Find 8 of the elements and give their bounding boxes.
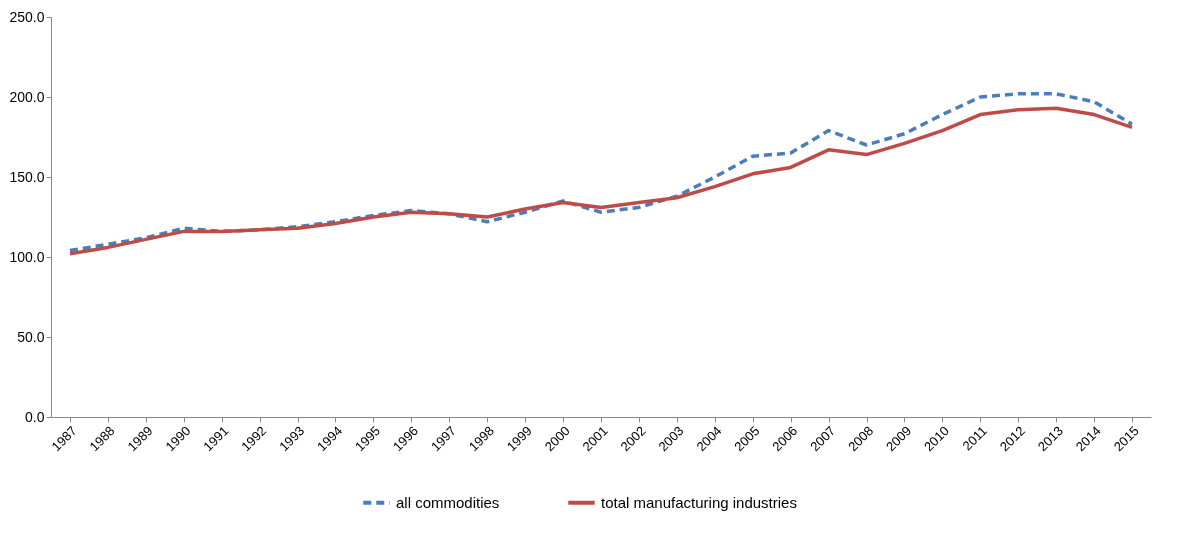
y-tick-label: 50.0 bbox=[17, 328, 45, 345]
legend-label: all commodities bbox=[396, 493, 500, 511]
y-tick-label: 200.0 bbox=[9, 88, 45, 105]
y-tick-label: 150.0 bbox=[9, 168, 45, 185]
legend-label: total manufacturing industries bbox=[601, 493, 797, 511]
y-tick-label: 100.0 bbox=[9, 248, 45, 265]
y-tick-label: 0.0 bbox=[25, 408, 45, 425]
y-tick-label: 250.0 bbox=[9, 8, 45, 25]
